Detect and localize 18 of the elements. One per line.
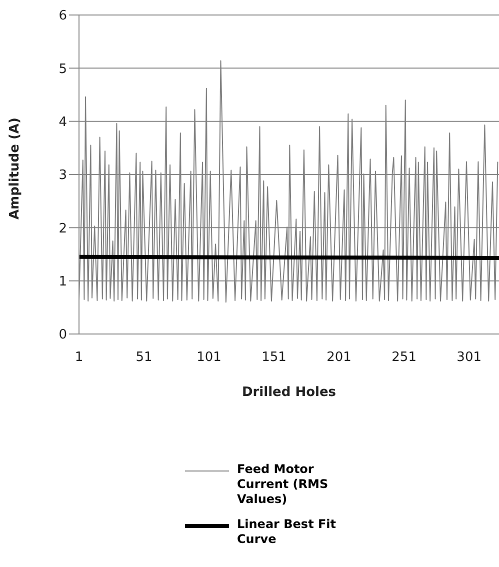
y-tick-label: 3 xyxy=(58,168,67,184)
y-axis-title: Amplitude (A) xyxy=(8,118,23,220)
legend-label: Linear Best Fit Curve xyxy=(237,517,338,547)
x-tick-label: 51 xyxy=(136,350,152,366)
x-tick-label: 101 xyxy=(196,350,222,366)
y-tick-label: 4 xyxy=(58,114,67,130)
legend-label: Feed Motor Current (RMS Values) xyxy=(237,462,330,507)
y-tick-label: 0 xyxy=(58,328,67,343)
x-axis-title: Drilled Holes xyxy=(242,385,336,400)
y-tick-label: 1 xyxy=(58,274,67,290)
x-tick-label: 301 xyxy=(456,350,482,366)
x-tick-label: 251 xyxy=(392,350,416,366)
x-tick-label: 201 xyxy=(326,350,352,366)
x-tick-label: 1 xyxy=(74,350,84,366)
y-tick-label: 6 xyxy=(58,8,67,24)
y-tick-label: 5 xyxy=(58,62,67,77)
y-tick-label: 2 xyxy=(58,221,67,236)
x-tick-label: 151 xyxy=(262,350,286,366)
